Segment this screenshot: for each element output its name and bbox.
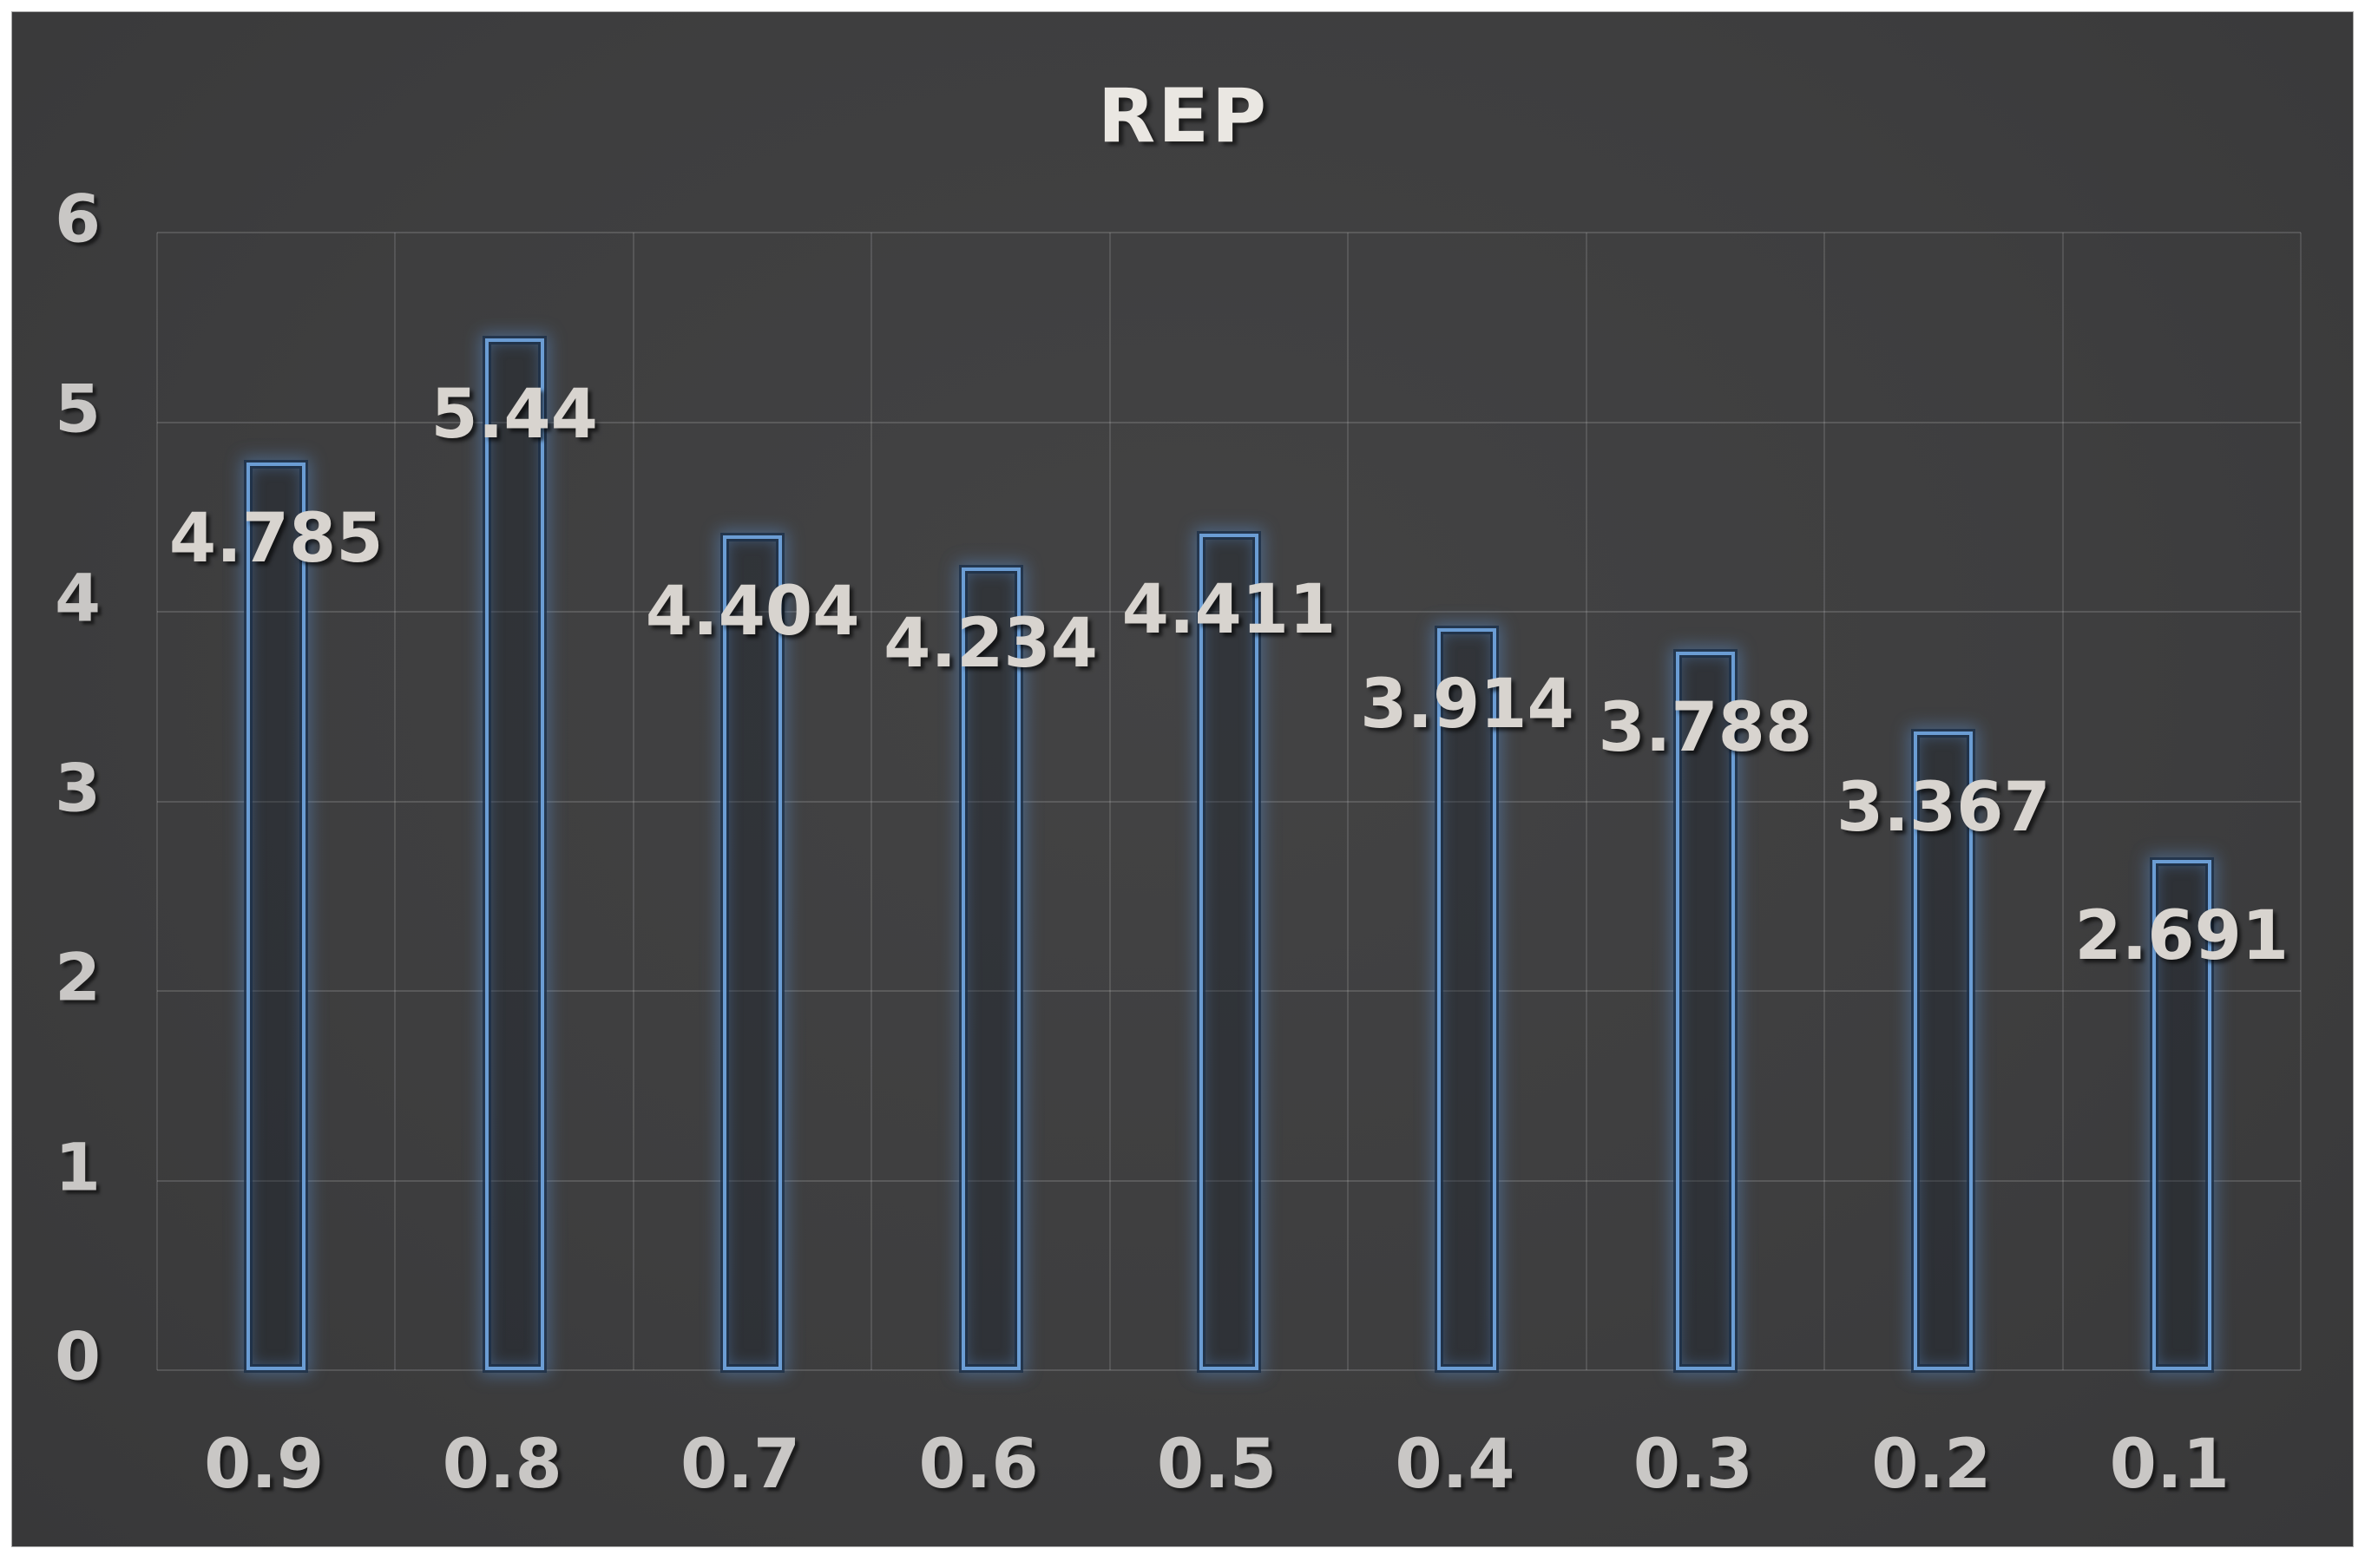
x-axis-labels: 0.9 0.8 0.7 0.6 0.5 0.4 0.3 0.2 0.1 (145, 1358, 2289, 1536)
horizontal-gridline (157, 232, 2301, 233)
y-tick-label: 1 (55, 1128, 101, 1206)
y-tick-label: 5 (55, 370, 101, 448)
x-tick-label: 0.4 (1395, 1426, 1515, 1504)
bar-value-label: 3.788 (1598, 689, 1813, 768)
bar-value-label: 4.411 (1121, 571, 1337, 650)
bar (2151, 860, 2211, 1370)
bar (1675, 652, 1735, 1370)
x-tick-label: 0.6 (918, 1426, 1039, 1504)
vertical-gridline (1585, 233, 1587, 1370)
bar-value-label: 4.785 (168, 500, 384, 579)
x-tick-label: 0.5 (1156, 1426, 1278, 1504)
y-tick-label: 2 (55, 938, 101, 1016)
vertical-gridline (2061, 233, 2064, 1370)
vertical-gridline (2300, 233, 2302, 1370)
vertical-gridline (1823, 233, 1826, 1370)
horizontal-gridline (157, 1179, 2301, 1182)
plot-area: 4.785 5.44 4.404 4.234 4.411 3.914 3.788 3.367 2… (156, 232, 2302, 1371)
x-tick-label: 0.3 (1633, 1426, 1753, 1504)
vertical-gridline (1108, 233, 1111, 1370)
vertical-gridline (394, 233, 397, 1370)
x-tick-label: 0.8 (442, 1426, 562, 1504)
bar (723, 535, 783, 1370)
bar-value-label: 4.234 (884, 604, 1098, 683)
horizontal-gridline (157, 421, 2301, 423)
vertical-gridline (1347, 233, 1350, 1370)
chart-panel: REP 4.785 5.44 4.404 4.234 4.411 3.914 3.788 3.… (11, 11, 2354, 1547)
x-tick-label: 0.9 (204, 1426, 325, 1504)
bar (1437, 627, 1497, 1370)
bar (1199, 534, 1258, 1370)
bar (1914, 732, 1974, 1370)
bar (484, 338, 544, 1370)
bar-value-label: 3.367 (1836, 769, 2051, 848)
bar-value-label: 5.44 (430, 376, 598, 455)
vertical-gridline (156, 233, 158, 1370)
bar (246, 463, 306, 1370)
y-tick-label: 4 (55, 559, 101, 637)
horizontal-gridline (157, 990, 2301, 992)
x-tick-label: 0.7 (680, 1426, 801, 1504)
x-tick-label: 0.1 (2109, 1426, 2230, 1504)
bar-value-label: 4.404 (645, 572, 860, 651)
y-tick-label: 6 (55, 180, 101, 258)
horizontal-gridline (157, 1369, 2301, 1371)
y-tick-label: 3 (55, 749, 101, 827)
y-tick-label: 0 (55, 1317, 101, 1395)
y-axis-labels: 0 1 2 3 4 5 6 (11, 180, 133, 1395)
bar (961, 567, 1021, 1370)
x-tick-label: 0.2 (1871, 1426, 1992, 1504)
chart-title: REP (1098, 73, 1269, 160)
vertical-gridline (870, 233, 873, 1370)
bar-value-label: 3.914 (1360, 665, 1574, 744)
horizontal-gridline (157, 800, 2301, 803)
bar-value-label: 2.691 (2074, 897, 2289, 976)
vertical-gridline (632, 233, 634, 1370)
horizontal-gridline (157, 611, 2301, 613)
